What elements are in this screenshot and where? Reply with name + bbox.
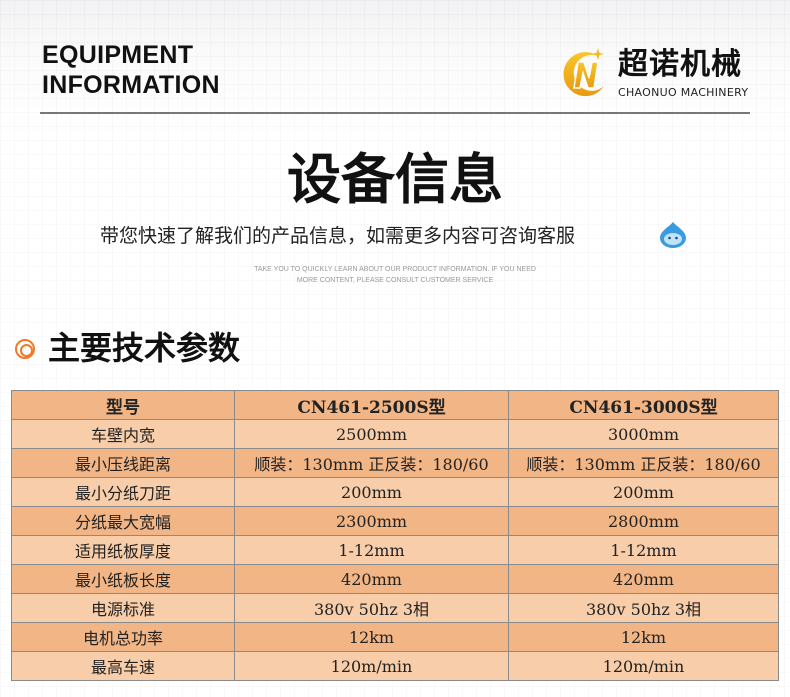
- target-circle-icon: [15, 339, 35, 359]
- param-name: 电机总功率: [11, 622, 235, 652]
- logo-chinese-text: 超诺机械: [618, 47, 742, 82]
- header-cell: CN461-3000S型: [508, 390, 779, 420]
- value-cell: 12km: [508, 622, 779, 652]
- value-cell: 420mm: [508, 564, 779, 594]
- value-cell: 120m/min: [234, 651, 509, 681]
- logo-n-icon: [563, 48, 604, 97]
- english-subtitle: TAKE YOU TO QUICKLY LEARN ABOUT OUR PROD…: [0, 264, 790, 286]
- page-subtitle: 带您快速了解我们的产品信息，如需更多内容可咨询客服: [100, 225, 576, 247]
- value-cell: 200mm: [508, 477, 779, 507]
- table-row: 最小分纸刀距 200mm 200mm: [11, 477, 779, 507]
- param-name: 分纸最大宽幅: [11, 506, 235, 536]
- value-cell: 200mm: [234, 477, 509, 507]
- page-title: 设备信息: [287, 148, 503, 211]
- value-cell: 3000mm: [508, 419, 779, 449]
- table-row: 适用纸板厚度 1-12mm 1-12mm: [11, 535, 779, 565]
- param-name: 最小分纸刀距: [11, 477, 235, 507]
- param-name: 适用纸板厚度: [11, 535, 235, 565]
- table-row: 最小纸板长度 420mm 420mm: [11, 564, 779, 594]
- value-cell: 380v 50hz 3相: [508, 593, 779, 623]
- eyebrow-title: EQUIPMENT INFORMATION: [42, 40, 220, 100]
- value-cell: 420mm: [234, 564, 509, 594]
- table-row: 车壁内宽 2500mm 3000mm: [11, 419, 779, 449]
- spec-table: 型号 CN461-2500S型 CN461-3000S型 车壁内宽 2500mm 3…: [11, 390, 779, 681]
- value-cell: 12km: [234, 622, 509, 652]
- param-name: 最小纸板长度: [11, 564, 235, 594]
- param-name: 车壁内宽: [11, 419, 235, 449]
- value-cell: 顺装：130mm 正反装：180/60: [234, 448, 509, 478]
- value-cell: 1-12mm: [508, 535, 779, 565]
- table-row: 最小压线距离 顺装：130mm 正反装：180/60 顺装：130mm 正反装：18…: [11, 448, 779, 478]
- table-row: 电机总功率 12km 12km: [11, 622, 779, 652]
- value-cell: 2800mm: [508, 506, 779, 536]
- english-line-2: MORE CONTENT, PLEASE CONSULT CUSTOMER SE…: [296, 277, 494, 284]
- table-row: 分纸最大宽幅 2300mm 2800mm: [11, 506, 779, 536]
- param-name: 电源标准: [11, 593, 235, 623]
- header-cell: 型号: [11, 390, 235, 420]
- eyebrow-line-1: EQUIPMENT: [42, 41, 194, 69]
- table-row: 电源标准 380v 50hz 3相 380v 50hz 3相: [11, 593, 779, 623]
- value-cell: 顺装：130mm 正反装：180/60: [508, 448, 779, 478]
- value-cell: 1-12mm: [234, 535, 509, 565]
- english-line-1: TAKE YOU TO QUICKLY LEARN ABOUT OUR PROD…: [254, 266, 536, 273]
- value-cell: 120m/min: [508, 651, 779, 681]
- param-name: 最高车速: [11, 651, 235, 681]
- eyebrow-line-2: INFORMATION: [42, 71, 220, 99]
- table-header-row: 型号 CN461-2500S型 CN461-3000S型: [11, 390, 779, 420]
- customer-service-droplet-icon: [660, 222, 686, 248]
- section-title: 主要技术参数: [48, 329, 241, 367]
- header-cell: CN461-2500S型: [234, 390, 509, 420]
- value-cell: 380v 50hz 3相: [234, 593, 509, 623]
- logo-english-text: CHAONUO MACHINERY: [618, 86, 749, 99]
- value-cell: 2500mm: [234, 419, 509, 449]
- param-name: 最小压线距离: [11, 448, 235, 478]
- value-cell: 2300mm: [234, 506, 509, 536]
- brand-logo: 超诺机械 CHAONUO MACHINERY: [558, 46, 758, 102]
- header-divider: [40, 112, 750, 114]
- table-row: 最高车速 120m/min 120m/min: [11, 651, 779, 681]
